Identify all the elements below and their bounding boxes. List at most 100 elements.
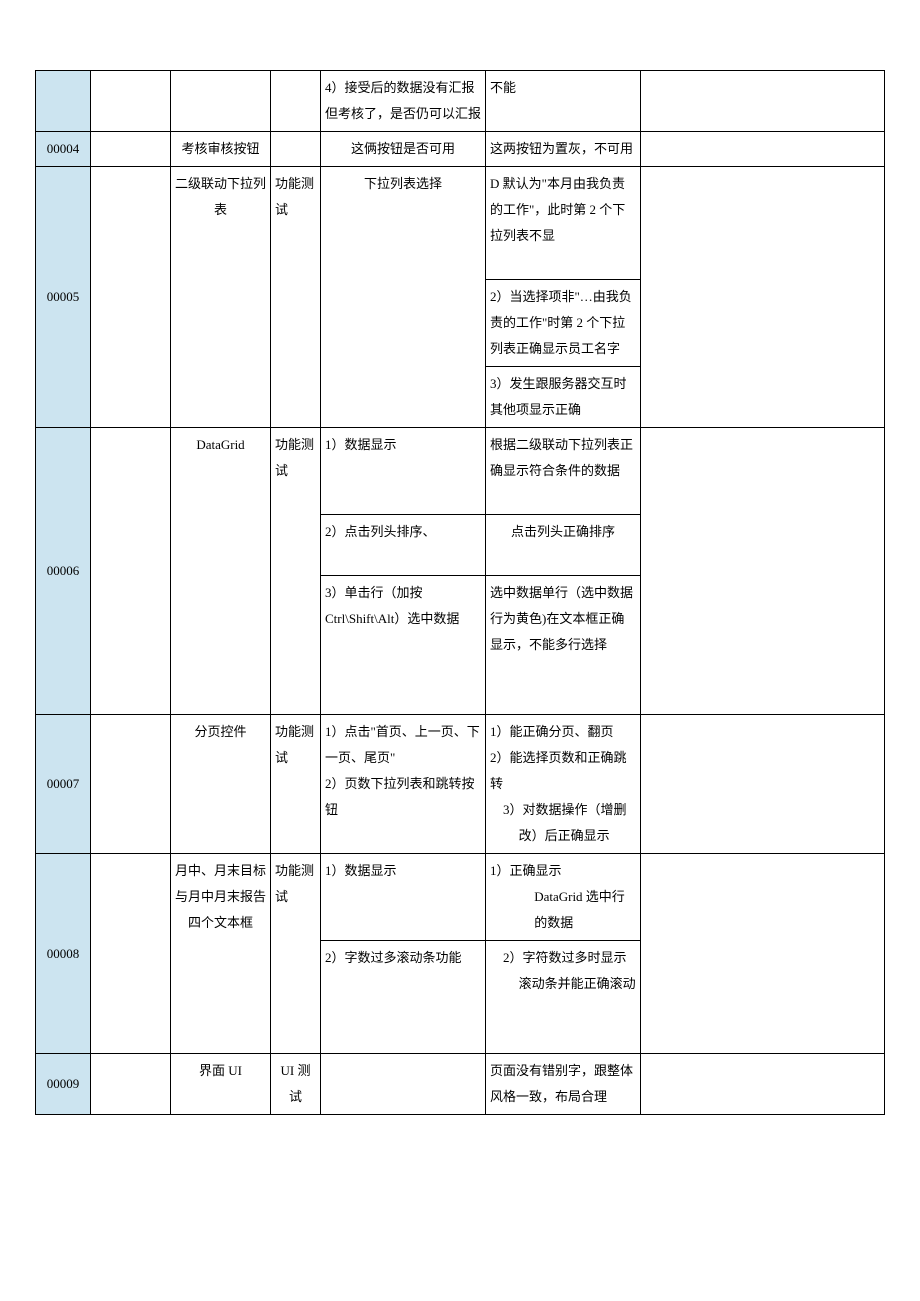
expect-text: 3）发生跟服务器交互时其他项显示正确 [490, 376, 627, 417]
step-text: 2）点击列头排序、 [325, 524, 436, 539]
id-cell: 00009 [36, 1054, 91, 1115]
type-cell: 功能测试 [271, 167, 321, 428]
component-text: 界面 UI [199, 1063, 242, 1078]
empty-cell [91, 132, 171, 167]
type-text: 功能测试 [275, 437, 314, 478]
expect-cell: 2）当选择项非"…由我负责的工作"时第 2 个下拉列表正确显示员工名字 [486, 280, 641, 367]
id-cell: 00005 [36, 167, 91, 428]
expect-text: 不能 [490, 80, 516, 95]
table-row: 00006 DataGrid 功能测试 1）数据显示 根据二级联动下拉列表正确显… [36, 428, 885, 515]
type-text: 功能测试 [275, 724, 314, 765]
component-text: 月中、月末目标与月中月末报告四个文本框 [175, 863, 266, 930]
empty-cell [641, 71, 885, 132]
component-text: 二级联动下拉列表 [175, 176, 266, 217]
expect-line: 2）能选择页数和正确跳转 [490, 750, 627, 791]
step-cell: 1）数据显示 [321, 428, 486, 515]
id-text: 00009 [47, 1076, 80, 1091]
type-text: 功能测试 [275, 863, 314, 904]
empty-cell [91, 428, 171, 715]
empty-cell [641, 167, 885, 428]
step-text: 3）单击行（加按Ctrl\Shift\Alt）选中数据 [325, 585, 459, 626]
step-cell: 下拉列表选择 [321, 167, 486, 367]
id-text: 00007 [47, 776, 80, 791]
type-cell: UI 测试 [271, 1054, 321, 1115]
id-text: 00008 [47, 946, 80, 961]
type-cell: 功能测试 [271, 715, 321, 854]
test-case-table: 4）接受后的数据没有汇报但考核了，是否仍可以汇报 不能 00004 考核审核按钮… [35, 70, 885, 1115]
component-text: 考核审核按钮 [181, 141, 259, 156]
type-cell [271, 71, 321, 132]
expect-cell: 点击列头正确排序 [486, 515, 641, 576]
table-row: 00009 界面 UI UI 测试 页面没有错别字，跟整体风格一致，布局合理 [36, 1054, 885, 1115]
id-text: 00006 [47, 563, 80, 578]
expect-cell: 1）正确显示 DataGrid 选中行的数据 [486, 854, 641, 941]
id-cell [36, 71, 91, 132]
step-line: 2）页数下拉列表和跳转按钮 [325, 776, 475, 817]
expect-line: 1）正确显示 [490, 863, 562, 878]
expect-cell: 选中数据单行（选中数据行为黄色)在文本框正确显示，不能多行选择 [486, 576, 641, 715]
empty-cell [641, 715, 885, 854]
id-text: 00004 [47, 141, 80, 156]
expect-text: 2）字符数过多时显示滚动条并能正确滚动 [490, 945, 636, 997]
component-text: 分页控件 [194, 724, 246, 739]
expect-line: 3）对数据操作（增删改）后正确显示 [490, 797, 636, 849]
step-cell: 这俩按钮是否可用 [321, 132, 486, 167]
step-text: 1）数据显示 [325, 437, 397, 452]
table-row: 00008 月中、月末目标与月中月末报告四个文本框 功能测试 1）数据显示 1）… [36, 854, 885, 941]
expect-cell: 这两按钮为置灰，不可用 [486, 132, 641, 167]
id-cell: 00008 [36, 854, 91, 1054]
component-cell: 考核审核按钮 [171, 132, 271, 167]
component-cell: 月中、月末目标与月中月末报告四个文本框 [171, 854, 271, 1054]
component-cell: DataGrid [171, 428, 271, 715]
empty-cell [641, 428, 885, 715]
step-text: 这俩按钮是否可用 [351, 141, 455, 156]
empty-cell [91, 854, 171, 1054]
step-text: 1）数据显示 [325, 863, 397, 878]
empty-cell [91, 167, 171, 428]
empty-cell [91, 715, 171, 854]
step-cell: 3）单击行（加按Ctrl\Shift\Alt）选中数据 [321, 576, 486, 715]
step-text: 下拉列表选择 [364, 176, 442, 191]
component-cell: 分页控件 [171, 715, 271, 854]
step-text: 4）接受后的数据没有汇报但考核了，是否仍可以汇报 [325, 80, 481, 121]
expect-cell: 页面没有错别字，跟整体风格一致，布局合理 [486, 1054, 641, 1115]
id-cell: 00004 [36, 132, 91, 167]
id-cell: 00006 [36, 428, 91, 715]
type-cell: 功能测试 [271, 428, 321, 715]
id-cell: 00007 [36, 715, 91, 854]
component-cell: 二级联动下拉列表 [171, 167, 271, 428]
step-cell: 2）点击列头排序、 [321, 515, 486, 576]
expect-text: 2）当选择项非"…由我负责的工作"时第 2 个下拉列表正确显示员工名字 [490, 289, 632, 356]
step-line: 1）点击"首页、上一页、下一页、尾页" [325, 724, 480, 765]
step-cell [321, 367, 486, 428]
empty-cell [641, 854, 885, 1054]
empty-cell [641, 132, 885, 167]
expect-line: DataGrid 选中行的数据 [490, 884, 636, 936]
step-cell [321, 1054, 486, 1115]
table-row: 00005 二级联动下拉列表 功能测试 下拉列表选择 D 默认为"本月由我负责的… [36, 167, 885, 280]
type-cell: 功能测试 [271, 854, 321, 1054]
component-text: DataGrid [196, 437, 244, 452]
table-row: 00004 考核审核按钮 这俩按钮是否可用 这两按钮为置灰，不可用 [36, 132, 885, 167]
empty-cell [641, 1054, 885, 1115]
empty-cell [91, 71, 171, 132]
step-cell: 1）点击"首页、上一页、下一页、尾页" 2）页数下拉列表和跳转按钮 [321, 715, 486, 854]
expect-cell: 1）能正确分页、翻页 2）能选择页数和正确跳转 3）对数据操作（增删改）后正确显… [486, 715, 641, 854]
expect-cell: 3）发生跟服务器交互时其他项显示正确 [486, 367, 641, 428]
table-row: 00007 分页控件 功能测试 1）点击"首页、上一页、下一页、尾页" 2）页数… [36, 715, 885, 854]
step-cell: 1）数据显示 [321, 854, 486, 941]
expect-text: D 默认为"本月由我负责的工作"，此时第 2 个下拉列表不显 [490, 176, 625, 243]
expect-cell: D 默认为"本月由我负责的工作"，此时第 2 个下拉列表不显 [486, 167, 641, 280]
expect-cell: 不能 [486, 71, 641, 132]
type-text: 功能测试 [275, 176, 314, 217]
table-row: 4）接受后的数据没有汇报但考核了，是否仍可以汇报 不能 [36, 71, 885, 132]
expect-cell: 2）字符数过多时显示滚动条并能正确滚动 [486, 941, 641, 1054]
step-cell: 2）字数过多滚动条功能 [321, 941, 486, 1054]
expect-text: 这两按钮为置灰，不可用 [490, 141, 633, 156]
expect-line: 1）能正确分页、翻页 [490, 724, 614, 739]
component-cell: 界面 UI [171, 1054, 271, 1115]
component-cell [171, 71, 271, 132]
step-cell: 4）接受后的数据没有汇报但考核了，是否仍可以汇报 [321, 71, 486, 132]
expect-text: 根据二级联动下拉列表正确显示符合条件的数据 [490, 437, 633, 478]
id-text: 00005 [47, 289, 80, 304]
